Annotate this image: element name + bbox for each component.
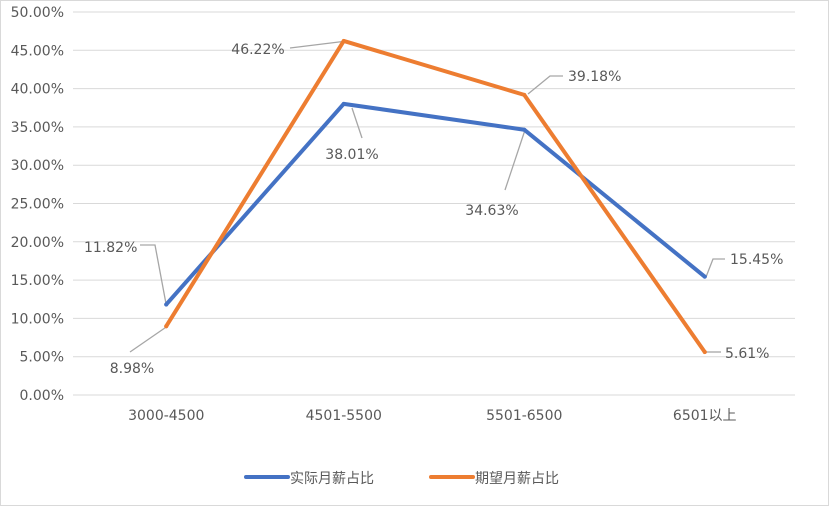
data-point [522, 127, 527, 132]
data-point [702, 274, 707, 279]
y-tick-label: 50.00% [11, 5, 64, 21]
series-line [164, 101, 707, 307]
x-tick-label: 5501-6500 [486, 408, 562, 424]
y-tick-label: 40.00% [11, 82, 64, 98]
data-label: 5.61% [725, 346, 769, 362]
y-tick-label: 25.00% [11, 197, 64, 213]
data-label: 8.98% [110, 361, 154, 377]
leader-line [129, 326, 167, 353]
data-point [164, 324, 169, 329]
data-point [702, 350, 707, 355]
data-label: 11.82% [84, 240, 137, 256]
x-tick-label: 3000-4500 [128, 408, 204, 424]
data-point [164, 302, 169, 307]
x-tick-label: 6501以上 [673, 408, 737, 424]
data-label: 39.18% [568, 69, 621, 85]
data-label: 15.45% [730, 252, 783, 268]
y-tick-label: 0.00% [20, 388, 64, 404]
leader-line [504, 129, 526, 191]
data-label: 46.22% [231, 42, 284, 58]
data-label: 34.63% [465, 203, 518, 219]
y-tick-label: 10.00% [11, 311, 64, 327]
y-tick-label: 45.00% [11, 43, 64, 59]
legend-label: 期望月薪占比 [475, 471, 559, 487]
data-label: 38.01% [325, 147, 378, 163]
series-line [164, 38, 707, 355]
legend-label: 实际月薪占比 [290, 471, 374, 487]
y-tick-label: 35.00% [11, 120, 64, 136]
leader-line [289, 40, 348, 49]
y-tick-label: 20.00% [11, 235, 64, 251]
leader-line [351, 107, 363, 139]
data-point [522, 92, 527, 97]
y-tick-label: 5.00% [20, 350, 64, 366]
leader-line [527, 75, 563, 95]
x-tick-label: 4501-5500 [306, 408, 382, 424]
y-tick-label: 30.00% [11, 158, 64, 174]
y-tick-label: 15.00% [11, 273, 64, 289]
data-point [341, 101, 346, 106]
leader-line [140, 244, 167, 306]
data-point [341, 38, 346, 43]
leader-line [705, 258, 725, 278]
